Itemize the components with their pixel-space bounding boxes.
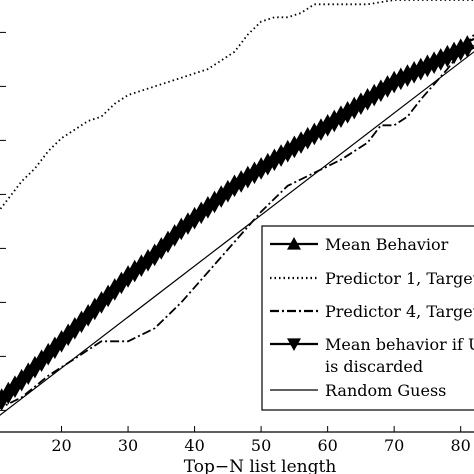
- x-tick-label-40: 40: [184, 436, 204, 455]
- series-3-marker-11: [61, 333, 76, 347]
- series-3-marker-7: [34, 359, 49, 373]
- series-3-marker-10: [54, 340, 69, 353]
- legend: Mean Behavior Predictor 1, Target Predicto…: [261, 225, 474, 411]
- series-3-marker-5: [21, 372, 36, 385]
- series-3-marker-50: [320, 124, 335, 137]
- series-3-marker-49: [313, 128, 328, 141]
- x-axis: 20 30 40 50 60 70 80: [0, 31, 474, 455]
- series-3-marker-58: [373, 89, 388, 103]
- x-tick-label-50: 50: [251, 436, 271, 455]
- series-3-marker-27: [167, 234, 182, 247]
- series-3-marker-55: [353, 102, 368, 115]
- legend-marker-0: [287, 237, 301, 250]
- series-3-marker-19: [114, 281, 129, 295]
- series-3-marker-6: [27, 365, 42, 379]
- series-3-marker-9: [47, 346, 62, 360]
- series-3-marker-43: [274, 154, 289, 167]
- series-3-marker-1: [0, 398, 9, 411]
- series-3-marker-15: [87, 307, 102, 321]
- series-3-marker-30: [187, 216, 202, 230]
- series-3-marker-56: [360, 98, 375, 111]
- series-3-marker-13: [74, 320, 89, 334]
- series-3-marker-4: [14, 378, 29, 392]
- series-3-marker-17: [101, 294, 116, 308]
- series-4: [0, 51, 474, 416]
- series-3-marker-20: [121, 275, 136, 288]
- legend-label-3-line-1: is discarded: [325, 357, 423, 376]
- series-3-marker-47: [300, 136, 315, 150]
- series-3-marker-31: [194, 211, 209, 225]
- series-3-marker-33: [207, 200, 222, 214]
- x-tick-label-30: 30: [118, 436, 138, 455]
- series-3-marker-71: [460, 45, 474, 58]
- series-3-marker-34: [214, 195, 229, 208]
- series-3-marker-24: [147, 253, 162, 267]
- legend-label-1: Predictor 1, Target: [325, 269, 474, 288]
- series-3-marker-48: [307, 132, 322, 146]
- series-3-marker-59: [380, 85, 395, 98]
- legend-label-3-line-0: Mean behavior if U: [325, 335, 474, 354]
- series-3-marker-25: [154, 247, 169, 260]
- legend-box: [261, 225, 474, 411]
- series-3-marker-39: [247, 171, 262, 185]
- series-line-1: [0, 0, 474, 211]
- series-line-2: [0, 34, 474, 409]
- plot-area: [0, 0, 474, 416]
- legend-label-2: Predictor 4, Target: [325, 302, 474, 321]
- x-tick-label-70: 70: [384, 436, 404, 455]
- series-3-marker-32: [200, 206, 215, 219]
- x-tick-label-80: 80: [451, 436, 471, 455]
- series-3-marker-28: [174, 227, 189, 241]
- series-2: [0, 34, 474, 409]
- series-3-marker-38: [240, 175, 255, 189]
- x-tick-label-60: 60: [317, 436, 337, 455]
- series-3-marker-2: [1, 391, 16, 405]
- series-1: [0, 0, 474, 211]
- series-3-marker-21: [127, 269, 142, 283]
- series-3-marker-53: [340, 111, 355, 124]
- series-3-marker-40: [254, 167, 269, 180]
- series-3-marker-44: [280, 149, 295, 163]
- series-3-marker-52: [333, 115, 348, 128]
- series-3-marker-22: [134, 264, 149, 277]
- series-line-4: [0, 51, 474, 416]
- series-3-marker-46: [294, 141, 309, 154]
- legend-label-4: Random Guess: [325, 381, 446, 400]
- series-3-marker-12: [67, 327, 82, 340]
- legend-marker-3: [287, 338, 301, 351]
- series-3-marker-45: [287, 145, 302, 159]
- series-3: [0, 45, 474, 411]
- series-3-marker-35: [220, 189, 235, 203]
- series-3-marker-37: [234, 180, 249, 193]
- series-3-marker-18: [107, 288, 122, 301]
- series-3-marker-54: [347, 106, 362, 120]
- x-tick-label-20: 20: [51, 436, 71, 455]
- legend-label-0: Mean Behavior: [325, 235, 449, 254]
- series-3-marker-14: [81, 314, 96, 327]
- series-3-marker-26: [160, 240, 175, 254]
- series-3-marker-51: [327, 119, 342, 133]
- series-3-marker-42: [267, 158, 282, 172]
- series-3-marker-16: [94, 301, 109, 314]
- series-3-marker-3: [7, 385, 22, 398]
- series-3-marker-57: [367, 93, 382, 107]
- series-3-marker-41: [260, 162, 275, 176]
- series-0-marker-71: [460, 35, 474, 48]
- series-3-marker-29: [180, 222, 195, 235]
- series-3-marker-8: [41, 352, 56, 366]
- x-axis-label: Top−N list length: [184, 457, 337, 474]
- series-3-marker-36: [227, 184, 242, 198]
- series-3-marker-23: [141, 259, 156, 272]
